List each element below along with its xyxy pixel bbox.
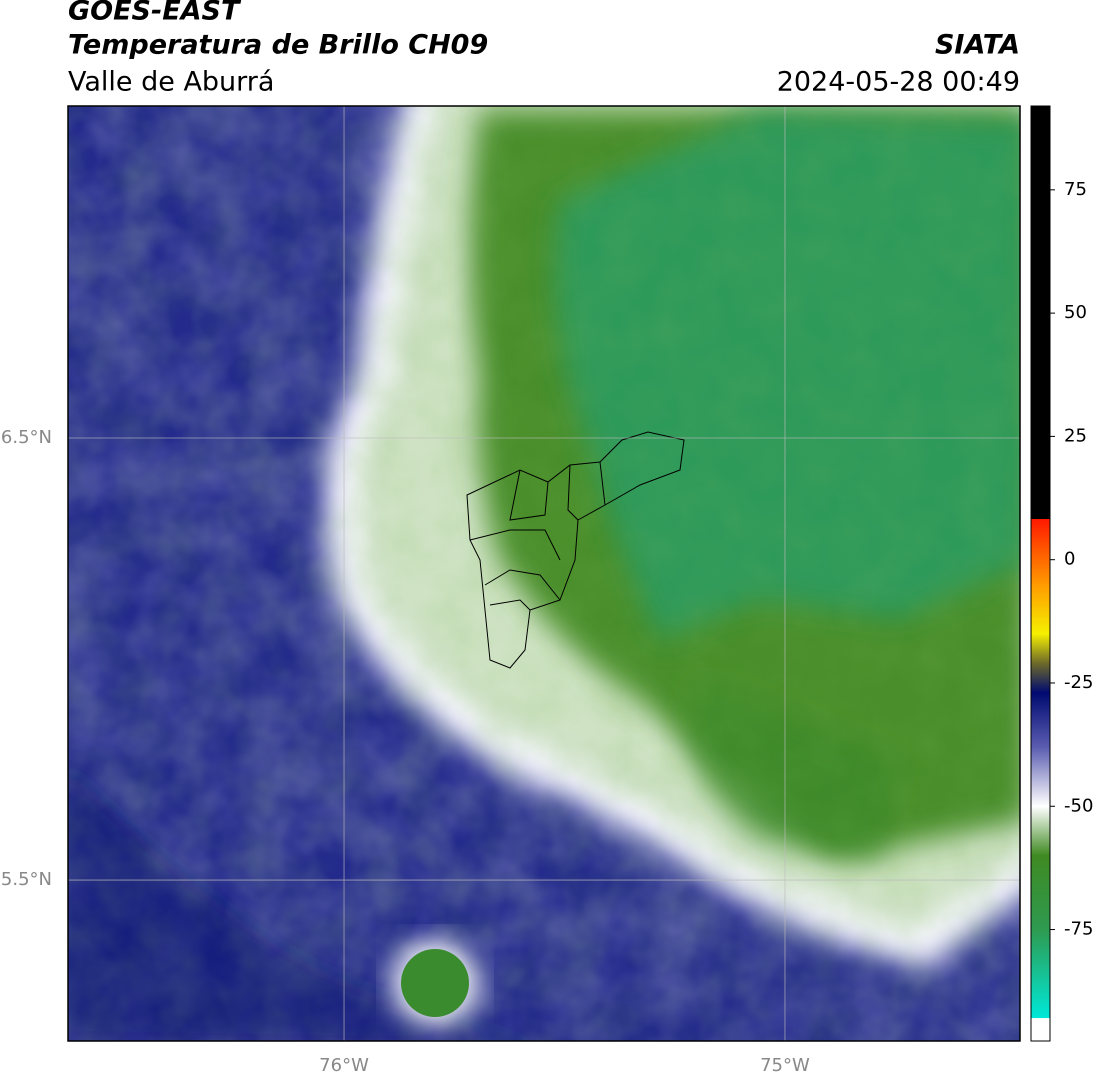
lon-tick-label: 76°W — [319, 1055, 369, 1076]
colorbar — [1030, 105, 1051, 1042]
municipal-boundaries — [466, 431, 685, 669]
lon-tick-label: 75°W — [760, 1055, 810, 1076]
colorbar-tick-label: 75 — [1064, 179, 1087, 200]
graticule — [68, 106, 1020, 1041]
title: GOES-EAST — [68, 0, 242, 27]
map-frame — [67, 105, 1021, 1042]
lat-tick-label: 5.5°N — [1, 869, 52, 890]
colorbar-tick-label: 0 — [1064, 549, 1075, 570]
subtitle: Temperatura de Brillo CH09 — [68, 30, 488, 61]
colorbar-tick-label: 25 — [1064, 425, 1087, 446]
region: Valle de Aburrá — [68, 67, 274, 98]
colorbar-tick-label: 50 — [1064, 302, 1087, 323]
source: SIATA — [935, 30, 1020, 61]
colorbar-tick-label: -25 — [1064, 672, 1093, 693]
datetime: 2024-05-28 00:49 — [777, 67, 1020, 98]
colorbar-tick-label: -75 — [1064, 919, 1093, 940]
lat-tick-label: 6.5°N — [1, 427, 52, 448]
satellite-image — [68, 106, 1020, 1041]
colorbar-tick-label: -50 — [1064, 795, 1093, 816]
